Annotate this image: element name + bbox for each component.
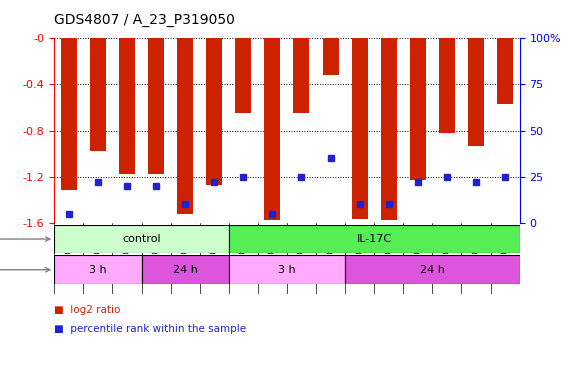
Text: GSM808643: GSM808643 (122, 226, 131, 277)
Bar (439, 38, 455, 133)
Text: 24 h: 24 h (420, 265, 445, 275)
Text: GSM808647: GSM808647 (472, 226, 480, 277)
Text: GSM808637: GSM808637 (65, 226, 73, 277)
Bar (54, 225, 229, 253)
Text: GSM808645: GSM808645 (180, 226, 190, 277)
Text: GSM808636: GSM808636 (413, 226, 423, 277)
Bar (323, 38, 339, 75)
Text: IL-17C: IL-17C (357, 234, 392, 244)
Bar (229, 225, 520, 253)
Bar (264, 38, 280, 220)
Bar (61, 38, 77, 190)
Bar (142, 255, 229, 284)
Bar (352, 38, 368, 219)
Bar (119, 38, 135, 174)
Text: GSM808639: GSM808639 (443, 226, 452, 277)
Text: GSM808635: GSM808635 (384, 226, 393, 277)
Text: GSM808640: GSM808640 (297, 226, 306, 277)
Text: time: time (0, 265, 50, 275)
Bar (497, 38, 513, 104)
Text: GDS4807 / A_23_P319050: GDS4807 / A_23_P319050 (54, 13, 235, 27)
Text: control: control (122, 234, 161, 244)
Bar (468, 38, 484, 146)
Text: GSM808634: GSM808634 (151, 226, 160, 277)
Text: ■  log2 ratio: ■ log2 ratio (54, 305, 120, 315)
Text: GSM808646: GSM808646 (210, 226, 219, 277)
Text: GSM808648: GSM808648 (501, 226, 509, 277)
Bar (293, 38, 309, 113)
Bar (235, 38, 251, 113)
Bar (54, 255, 142, 284)
Bar (206, 38, 222, 185)
Text: ■  percentile rank within the sample: ■ percentile rank within the sample (54, 324, 246, 334)
Bar (381, 38, 397, 220)
Text: 3 h: 3 h (89, 265, 107, 275)
Bar (345, 255, 520, 284)
Text: 24 h: 24 h (172, 265, 198, 275)
Bar (148, 38, 164, 174)
Text: GSM808642: GSM808642 (94, 226, 102, 277)
Text: GSM808644: GSM808644 (355, 226, 364, 277)
Bar (90, 38, 106, 151)
Text: GSM808641: GSM808641 (326, 226, 335, 277)
Bar (177, 38, 193, 214)
Text: 3 h: 3 h (278, 265, 296, 275)
Bar (229, 255, 345, 284)
Text: GSM808633: GSM808633 (239, 226, 248, 277)
Bar (410, 38, 426, 180)
Text: GSM808638: GSM808638 (268, 226, 277, 277)
Text: agent: agent (0, 234, 50, 244)
